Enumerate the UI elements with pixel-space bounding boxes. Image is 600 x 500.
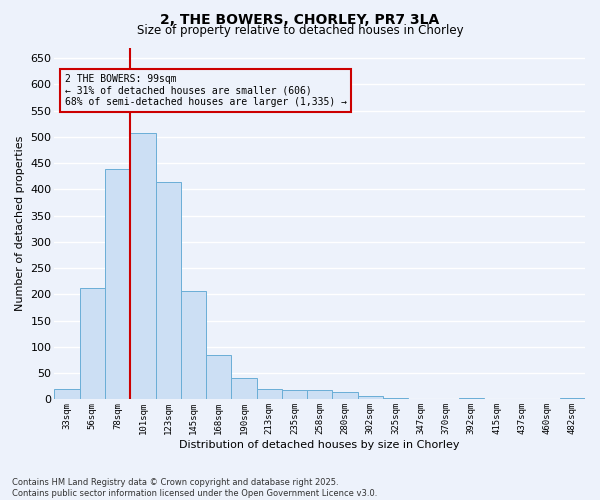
- Bar: [130, 133, 155, 400]
- Bar: [282, 390, 307, 400]
- Bar: [383, 398, 408, 400]
- Text: Size of property relative to detached houses in Chorley: Size of property relative to detached ho…: [137, 24, 463, 37]
- Bar: [232, 378, 257, 400]
- Bar: [560, 398, 585, 400]
- Bar: [307, 390, 332, 400]
- Bar: [55, 389, 80, 400]
- Bar: [80, 288, 105, 400]
- Bar: [206, 355, 232, 400]
- Bar: [181, 290, 206, 400]
- Bar: [257, 389, 282, 400]
- Bar: [332, 392, 358, 400]
- Bar: [155, 182, 181, 400]
- Bar: [105, 170, 130, 400]
- X-axis label: Distribution of detached houses by size in Chorley: Distribution of detached houses by size …: [179, 440, 460, 450]
- Text: Contains HM Land Registry data © Crown copyright and database right 2025.
Contai: Contains HM Land Registry data © Crown c…: [12, 478, 377, 498]
- Bar: [458, 398, 484, 400]
- Text: 2 THE BOWERS: 99sqm
← 31% of detached houses are smaller (606)
68% of semi-detac: 2 THE BOWERS: 99sqm ← 31% of detached ho…: [65, 74, 347, 107]
- Bar: [358, 396, 383, 400]
- Y-axis label: Number of detached properties: Number of detached properties: [15, 136, 25, 311]
- Text: 2, THE BOWERS, CHORLEY, PR7 3LA: 2, THE BOWERS, CHORLEY, PR7 3LA: [160, 12, 440, 26]
